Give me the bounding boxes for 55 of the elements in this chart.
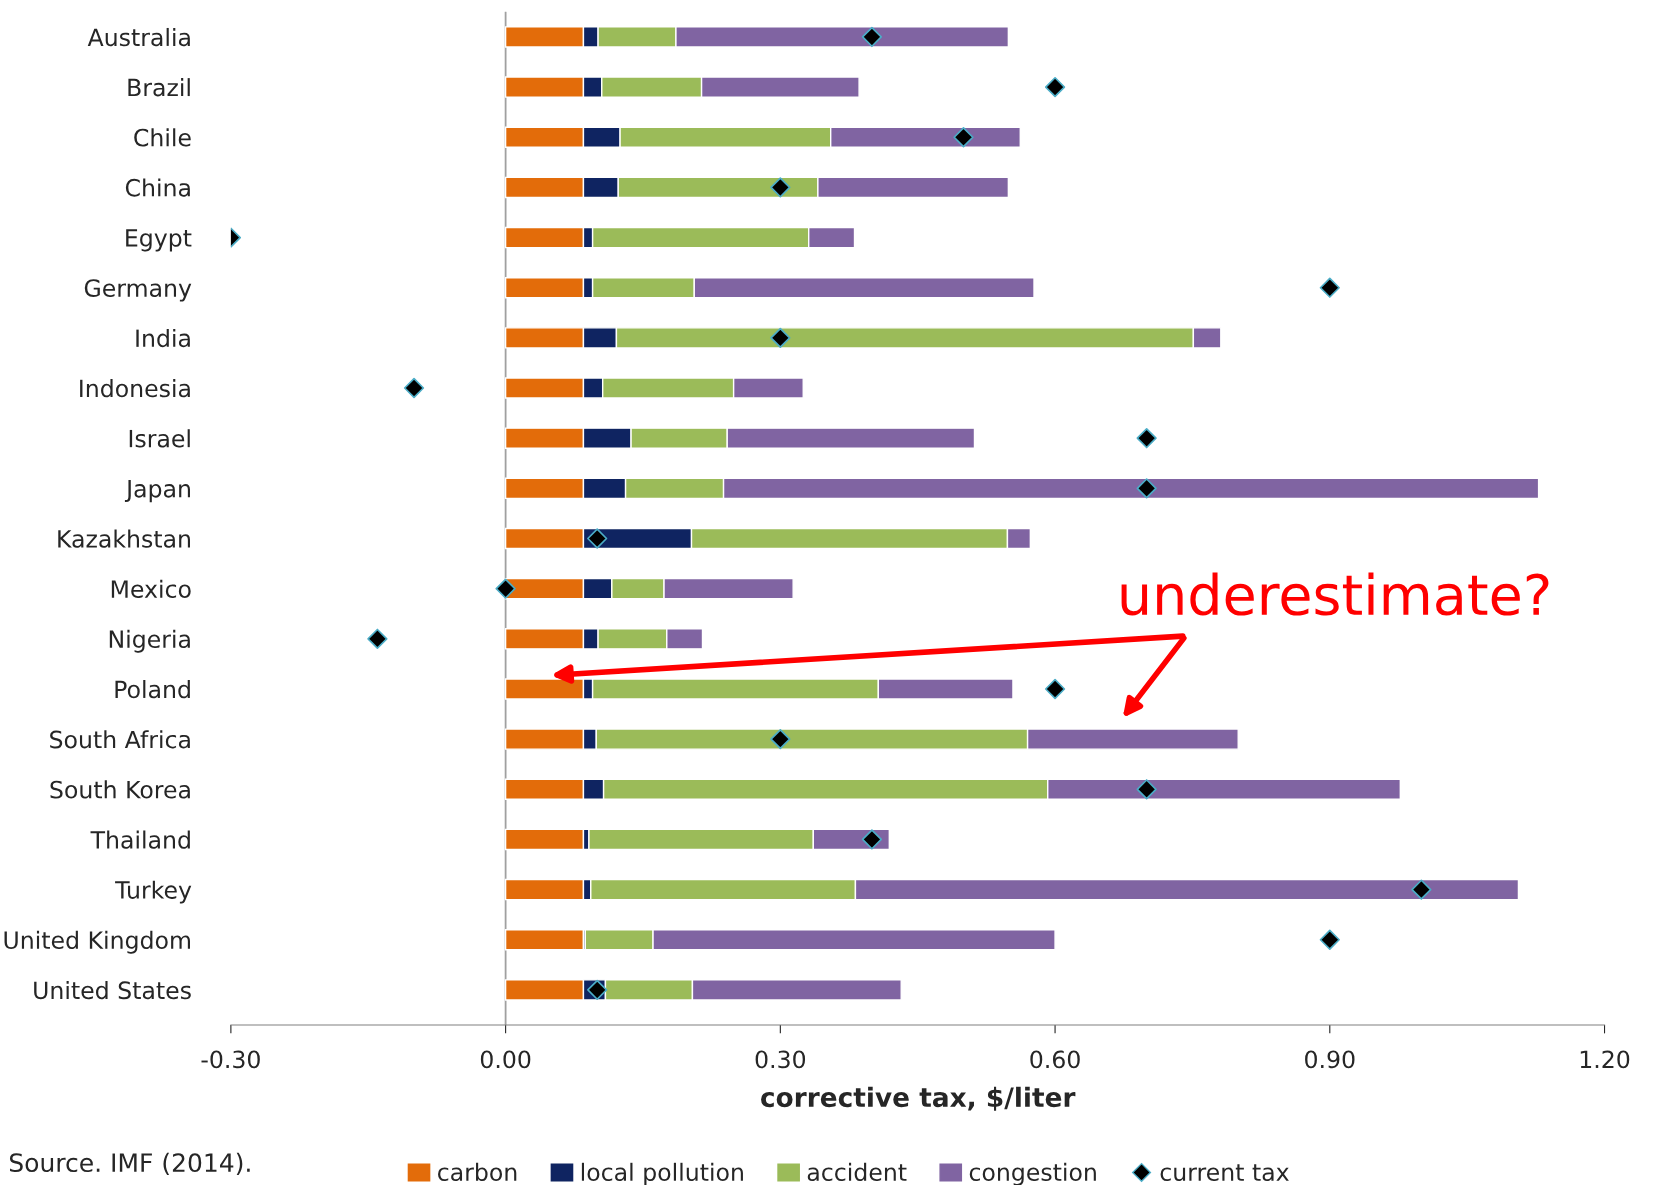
annotation: underestimate? [1121,572,1549,616]
y-tick-label: Israel [129,429,190,448]
point [587,979,608,1001]
point [1136,779,1157,800]
x-tick-label: 0.60 [1030,1050,1080,1069]
legend-label: current tax [1160,1164,1289,1182]
bar [504,828,585,851]
point [1044,76,1066,98]
x-tick-label: 1.20 [1580,1050,1630,1069]
y-tick-label: Australia [87,27,190,47]
legend-label: carbon [438,1162,517,1182]
y-tick-label: Chile [134,128,191,147]
point [403,377,425,399]
x-tick-label: -0.30 [201,1050,260,1069]
y-tick-label: Indonesia [80,379,190,398]
x-tick-label: 0.90 [1305,1050,1355,1069]
point [495,578,516,599]
bar [504,929,585,951]
y-tick-label: Thailand [90,830,190,849]
point [1136,428,1157,449]
point [770,728,791,750]
y-tick-label: Japan [124,480,190,503]
source-note: Source. IMF (2014). [9,1152,250,1176]
point [367,628,388,649]
y-tick-label: India [136,328,190,348]
x-tick-label: 0.30 [755,1050,806,1069]
x-axis-title: corrective tax, $/liter [761,1086,1076,1111]
y-tick-label: South Korea [50,780,190,799]
y-tick-label: Nigeria [109,629,190,653]
y-tick-label: United States [34,980,191,1000]
point [770,177,791,198]
y-tick-label: Brazil [128,78,190,97]
point [770,327,791,349]
y-tick-label: Poland [115,680,190,699]
y-tick-label: Germany [84,279,192,302]
y-tick-label: United Kingdom [4,930,190,954]
point [1044,678,1066,700]
y-tick-label: Kazakhstan [58,529,190,548]
y-tick-label: South Africa [50,730,190,749]
point [1136,478,1157,499]
legend-label: congestion [969,1162,1096,1185]
legend-label: accident [807,1162,907,1182]
y-tick-label: Mexico [111,579,191,598]
point [861,26,883,48]
point [1319,929,1340,950]
y-tick-label: Egypt [126,229,192,252]
point [861,829,883,850]
legend-label: local pollution [581,1162,743,1185]
x-tick-label: 0.00 [480,1050,531,1069]
point [1319,277,1340,298]
y-tick-label: China [125,178,190,197]
point [587,528,608,549]
y-tick-label: Turkey [115,880,192,904]
point [953,127,974,148]
point [1411,879,1432,900]
